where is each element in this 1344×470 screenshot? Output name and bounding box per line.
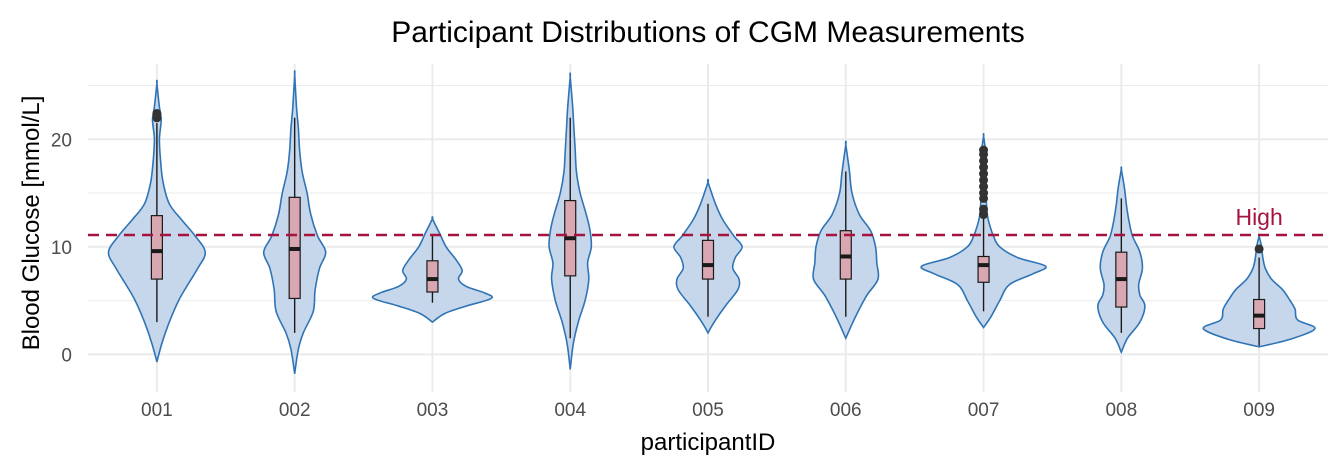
outlier-point xyxy=(152,108,162,118)
box-iqr xyxy=(701,239,715,280)
outlier-point xyxy=(979,145,989,155)
violin-group xyxy=(262,69,327,374)
violin-group xyxy=(1096,166,1146,355)
violin-group xyxy=(812,140,880,341)
x-tick-label: 008 xyxy=(1105,400,1137,421)
outlier-point xyxy=(979,175,989,185)
x-tick-labels: 001 002 003 004 005 006 007 008 009 xyxy=(141,400,1275,421)
x-tick-label: 004 xyxy=(554,400,586,421)
chart-title: Participant Distributions of CGM Measure… xyxy=(391,16,1025,49)
x-tick-label: 002 xyxy=(279,400,311,421)
x-tick-label: 006 xyxy=(830,400,862,421)
y-axis-title: Blood Glucose [mmol/L] xyxy=(18,96,45,351)
outlier-point xyxy=(979,182,989,192)
x-tick-label: 007 xyxy=(968,400,1000,421)
x-axis-title: participantID xyxy=(641,429,776,456)
violin-group xyxy=(371,216,494,324)
x-tick-label: 005 xyxy=(692,400,724,421)
violins xyxy=(107,69,1316,374)
violin-group xyxy=(548,72,593,370)
violin-group xyxy=(673,178,743,335)
outlier-point xyxy=(979,162,989,172)
y-tick-label: 20 xyxy=(51,130,72,151)
outlier-point xyxy=(979,169,989,179)
y-tick-label: 0 xyxy=(61,345,72,366)
outlier-point xyxy=(979,188,989,198)
outlier-point xyxy=(979,156,989,166)
y-tick-label: 10 xyxy=(51,238,72,259)
reference-line-label: High xyxy=(1235,204,1282,230)
violin-group xyxy=(920,132,1047,329)
violin-group xyxy=(107,79,207,363)
y-tick-labels: 0 10 20 xyxy=(51,130,72,366)
x-tick-label: 009 xyxy=(1243,400,1275,421)
x-tick-label: 003 xyxy=(417,400,449,421)
box-iqr xyxy=(977,255,990,283)
x-tick-label: 001 xyxy=(141,400,173,421)
outlier-point xyxy=(1254,244,1264,254)
violin-group xyxy=(1202,233,1316,348)
box-iqr xyxy=(426,260,439,293)
box-iqr xyxy=(150,215,163,280)
outlier-point xyxy=(979,204,989,214)
reference-line-group: High xyxy=(88,204,1328,237)
